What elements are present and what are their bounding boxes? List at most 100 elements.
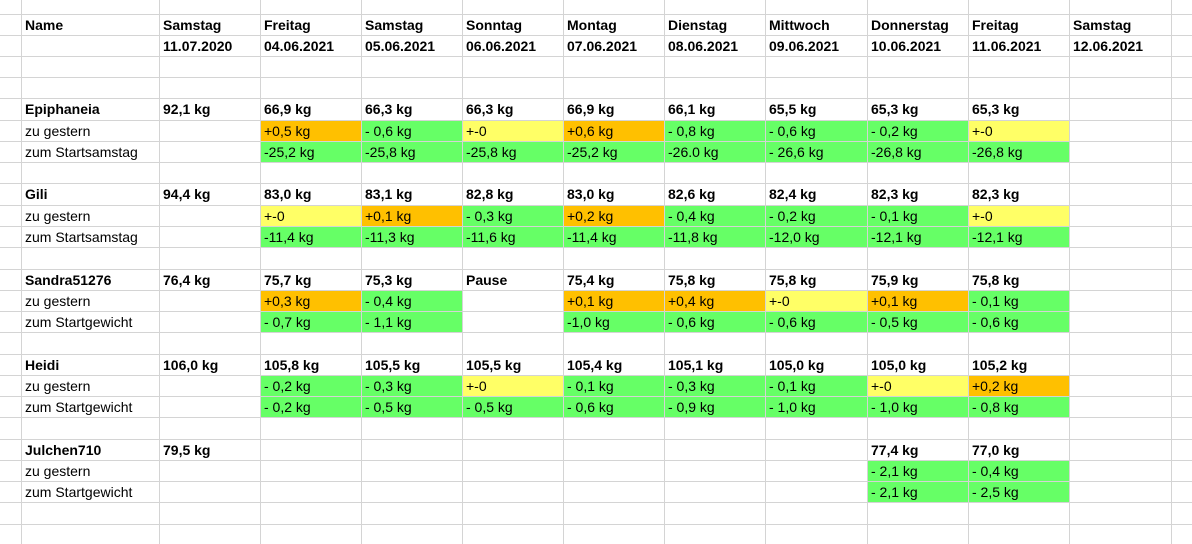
- header-date-cell[interactable]: 09.06.2021: [769, 38, 840, 54]
- total-cell[interactable]: - 2,1 kg: [868, 482, 968, 502]
- delta-cell[interactable]: - 0,3 kg: [362, 376, 462, 396]
- total-cell[interactable]: -26.0 kg: [665, 142, 765, 162]
- delta-cell[interactable]: +-0: [463, 121, 563, 141]
- header-day-cell[interactable]: Freitag: [972, 17, 1019, 33]
- weight-cell[interactable]: 94,4 kg: [163, 186, 211, 202]
- delta-cell[interactable]: - 0,4 kg: [665, 206, 765, 226]
- header-day-cell[interactable]: Mittwoch: [769, 17, 830, 33]
- weight-cell[interactable]: 77,0 kg: [972, 442, 1020, 458]
- total-cell[interactable]: -26,8 kg: [868, 142, 968, 162]
- weight-cell[interactable]: 66,1 kg: [668, 101, 716, 117]
- person-name-cell[interactable]: Sandra51276: [25, 272, 112, 288]
- weight-cell[interactable]: 65,3 kg: [871, 101, 919, 117]
- weight-cell[interactable]: 66,9 kg: [264, 101, 312, 117]
- delta-cell[interactable]: - 0,2 kg: [261, 376, 361, 396]
- delta-cell[interactable]: - 0,4 kg: [969, 461, 1069, 481]
- delta-cell[interactable]: +0,2 kg: [564, 206, 664, 226]
- weight-cell[interactable]: 76,4 kg: [163, 272, 211, 288]
- delta-cell[interactable]: - 0,6 kg: [766, 121, 867, 141]
- weight-cell[interactable]: 75,3 kg: [365, 272, 413, 288]
- header-day-cell[interactable]: Montag: [567, 17, 617, 33]
- delta-label-cell[interactable]: zu gestern: [25, 378, 91, 394]
- header-date-cell[interactable]: 11.06.2021: [972, 38, 1042, 54]
- total-cell[interactable]: -11,4 kg: [564, 227, 664, 247]
- delta-label-cell[interactable]: zu gestern: [25, 208, 91, 224]
- delta-cell[interactable]: - 0,1 kg: [868, 206, 968, 226]
- total-cell[interactable]: -11,4 kg: [261, 227, 361, 247]
- delta-cell[interactable]: +0,4 kg: [665, 291, 765, 311]
- delta-label-cell[interactable]: zu gestern: [25, 123, 91, 139]
- weight-cell[interactable]: 82,6 kg: [668, 186, 716, 202]
- weight-cell[interactable]: 105,8 kg: [264, 357, 320, 373]
- weight-cell[interactable]: 66,9 kg: [567, 101, 615, 117]
- weight-cell[interactable]: 105,4 kg: [567, 357, 623, 373]
- total-label-cell[interactable]: zum Startgewicht: [25, 399, 133, 415]
- total-cell[interactable]: - 0,6 kg: [969, 312, 1069, 332]
- total-cell[interactable]: - 0,6 kg: [665, 312, 765, 332]
- weight-cell[interactable]: 105,0 kg: [871, 357, 927, 373]
- delta-cell[interactable]: - 0,6 kg: [362, 121, 462, 141]
- total-cell[interactable]: - 0,6 kg: [564, 397, 664, 417]
- delta-cell[interactable]: +-0: [261, 206, 361, 226]
- total-cell[interactable]: - 0,9 kg: [665, 397, 765, 417]
- delta-cell[interactable]: +0,2 kg: [969, 376, 1069, 396]
- weight-cell[interactable]: 75,8 kg: [972, 272, 1020, 288]
- delta-cell[interactable]: +-0: [766, 291, 867, 311]
- total-cell[interactable]: - 2,5 kg: [969, 482, 1069, 502]
- delta-cell[interactable]: - 0,3 kg: [665, 376, 765, 396]
- person-name-cell[interactable]: Julchen710: [25, 442, 102, 458]
- weight-cell[interactable]: 75,4 kg: [567, 272, 615, 288]
- header-day-cell[interactable]: Samstag: [163, 17, 222, 33]
- weight-cell[interactable]: 105,1 kg: [668, 357, 724, 373]
- weight-cell[interactable]: 77,4 kg: [871, 442, 919, 458]
- total-cell[interactable]: -25,2 kg: [261, 142, 361, 162]
- delta-cell[interactable]: - 0,2 kg: [766, 206, 867, 226]
- total-cell[interactable]: -11,6 kg: [463, 227, 563, 247]
- weight-cell[interactable]: 66,3 kg: [466, 101, 514, 117]
- total-label-cell[interactable]: zum Startgewicht: [25, 314, 133, 330]
- total-cell[interactable]: -1,0 kg: [564, 312, 664, 332]
- header-date-cell[interactable]: 10.06.2021: [871, 38, 942, 54]
- delta-cell[interactable]: - 0,1 kg: [766, 376, 867, 396]
- weight-cell[interactable]: 105,0 kg: [769, 357, 825, 373]
- delta-cell[interactable]: +0,6 kg: [564, 121, 664, 141]
- total-cell[interactable]: -25,2 kg: [564, 142, 664, 162]
- person-name-cell[interactable]: Epiphaneia: [25, 101, 100, 117]
- total-cell[interactable]: -25,8 kg: [362, 142, 462, 162]
- delta-cell[interactable]: +-0: [463, 376, 563, 396]
- weight-cell[interactable]: 82,3 kg: [871, 186, 919, 202]
- delta-cell[interactable]: +0,1 kg: [564, 291, 664, 311]
- header-day-cell[interactable]: Samstag: [365, 17, 424, 33]
- total-cell[interactable]: -12,1 kg: [969, 227, 1069, 247]
- total-cell[interactable]: - 0,7 kg: [261, 312, 361, 332]
- weight-cell[interactable]: 83,0 kg: [264, 186, 312, 202]
- person-name-cell[interactable]: Heidi: [25, 357, 60, 373]
- total-cell[interactable]: -26,8 kg: [969, 142, 1069, 162]
- delta-cell[interactable]: - 0,1 kg: [969, 291, 1069, 311]
- total-cell[interactable]: - 1,0 kg: [868, 397, 968, 417]
- header-day-cell[interactable]: Sonntag: [466, 17, 522, 33]
- delta-cell[interactable]: +-0: [969, 206, 1069, 226]
- delta-cell[interactable]: - 0,8 kg: [665, 121, 765, 141]
- weight-cell[interactable]: 79,5 kg: [163, 442, 211, 458]
- header-date-cell[interactable]: 05.06.2021: [365, 38, 436, 54]
- delta-cell[interactable]: - 0,2 kg: [868, 121, 968, 141]
- weight-cell[interactable]: Pause: [466, 272, 508, 288]
- total-cell[interactable]: -11,8 kg: [665, 227, 765, 247]
- weight-cell[interactable]: 82,8 kg: [466, 186, 514, 202]
- total-label-cell[interactable]: zum Startsamstag: [25, 144, 138, 160]
- header-day-cell[interactable]: Dienstag: [668, 17, 728, 33]
- header-date-cell[interactable]: 07.06.2021: [567, 38, 638, 54]
- total-cell[interactable]: - 0,6 kg: [766, 312, 867, 332]
- total-cell[interactable]: - 0,5 kg: [463, 397, 563, 417]
- delta-cell[interactable]: +0,1 kg: [362, 206, 462, 226]
- weight-cell[interactable]: 75,8 kg: [769, 272, 817, 288]
- delta-cell[interactable]: +0,1 kg: [868, 291, 968, 311]
- total-cell[interactable]: -12,0 kg: [766, 227, 867, 247]
- header-day-cell[interactable]: Samstag: [1073, 17, 1132, 33]
- weight-cell[interactable]: 105,5 kg: [365, 357, 421, 373]
- delta-cell[interactable]: - 2,1 kg: [868, 461, 968, 481]
- total-cell[interactable]: -25,8 kg: [463, 142, 563, 162]
- total-cell[interactable]: - 1,0 kg: [766, 397, 867, 417]
